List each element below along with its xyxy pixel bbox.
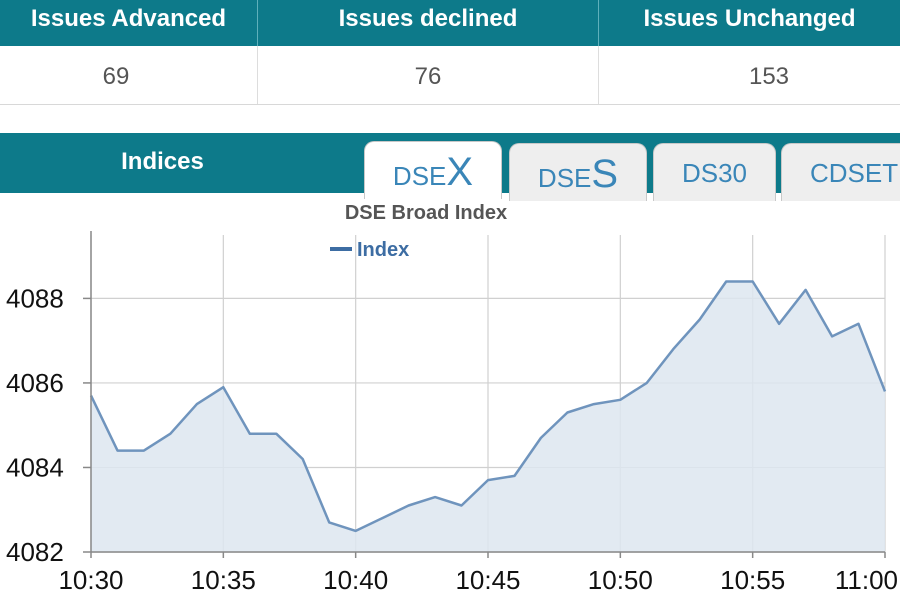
tab-dsex-prefix: DSE xyxy=(392,161,447,191)
x-tick-label: 10:40 xyxy=(323,565,388,595)
indices-title: Indices xyxy=(121,148,204,175)
tab-dses-suffix: S xyxy=(591,152,619,196)
issues-stats-row: 69 76 153 xyxy=(0,46,900,105)
tab-dsex[interactable]: DSEX xyxy=(364,141,502,199)
issues-stats-header: Issues Advanced Issues declined Issues U… xyxy=(0,0,900,46)
issues-unchanged-value: 153 xyxy=(748,63,790,90)
tab-dses-prefix: DSE xyxy=(537,163,592,193)
y-tick-label: 4084 xyxy=(6,452,64,482)
column-divider xyxy=(257,46,258,104)
legend-label: Index xyxy=(357,239,409,261)
y-tick-label: 4088 xyxy=(6,283,64,313)
tab-ds30[interactable]: DS30 xyxy=(653,143,776,201)
column-divider xyxy=(257,0,258,46)
index-series-line xyxy=(89,280,887,533)
x-tick-label: 10:35 xyxy=(191,565,256,595)
y-tick-label: 4086 xyxy=(6,368,64,398)
issues-unchanged-header: Issues Unchanged xyxy=(643,5,856,32)
index-area-fill xyxy=(91,281,885,552)
issues-advanced-value: 69 xyxy=(102,63,130,90)
x-axis-ticks: 10:30 10:35 10:40 10:45 10:50 10:55 11:00 xyxy=(58,552,898,595)
issues-advanced-header: Issues Advanced xyxy=(30,5,227,32)
x-tick-label: 10:55 xyxy=(720,565,785,595)
issues-stats-table: Issues Advanced Issues declined Issues U… xyxy=(0,0,900,106)
tab-cdset[interactable]: CDSET xyxy=(781,143,900,201)
x-tick-label: 10:45 xyxy=(455,565,520,595)
tab-dsex-suffix: X xyxy=(446,150,474,194)
issues-declined-header: Issues declined xyxy=(338,5,518,32)
x-tick-label: 10:50 xyxy=(588,565,653,595)
column-divider xyxy=(598,46,599,104)
issues-declined-value: 76 xyxy=(414,63,442,90)
y-axis-ticks: 4082 4084 4086 4088 xyxy=(6,283,91,567)
chart-title: DSE Broad Index xyxy=(345,202,507,224)
tab-cdset-label: CDSET xyxy=(810,158,899,188)
column-divider xyxy=(598,0,599,46)
x-tick-label: 10:30 xyxy=(58,565,123,595)
x-tick-label: 11:00 xyxy=(835,565,898,595)
tab-ds30-label: DS30 xyxy=(681,158,748,188)
tab-dses[interactable]: DSES xyxy=(509,143,647,201)
y-tick-label: 4082 xyxy=(6,537,64,567)
